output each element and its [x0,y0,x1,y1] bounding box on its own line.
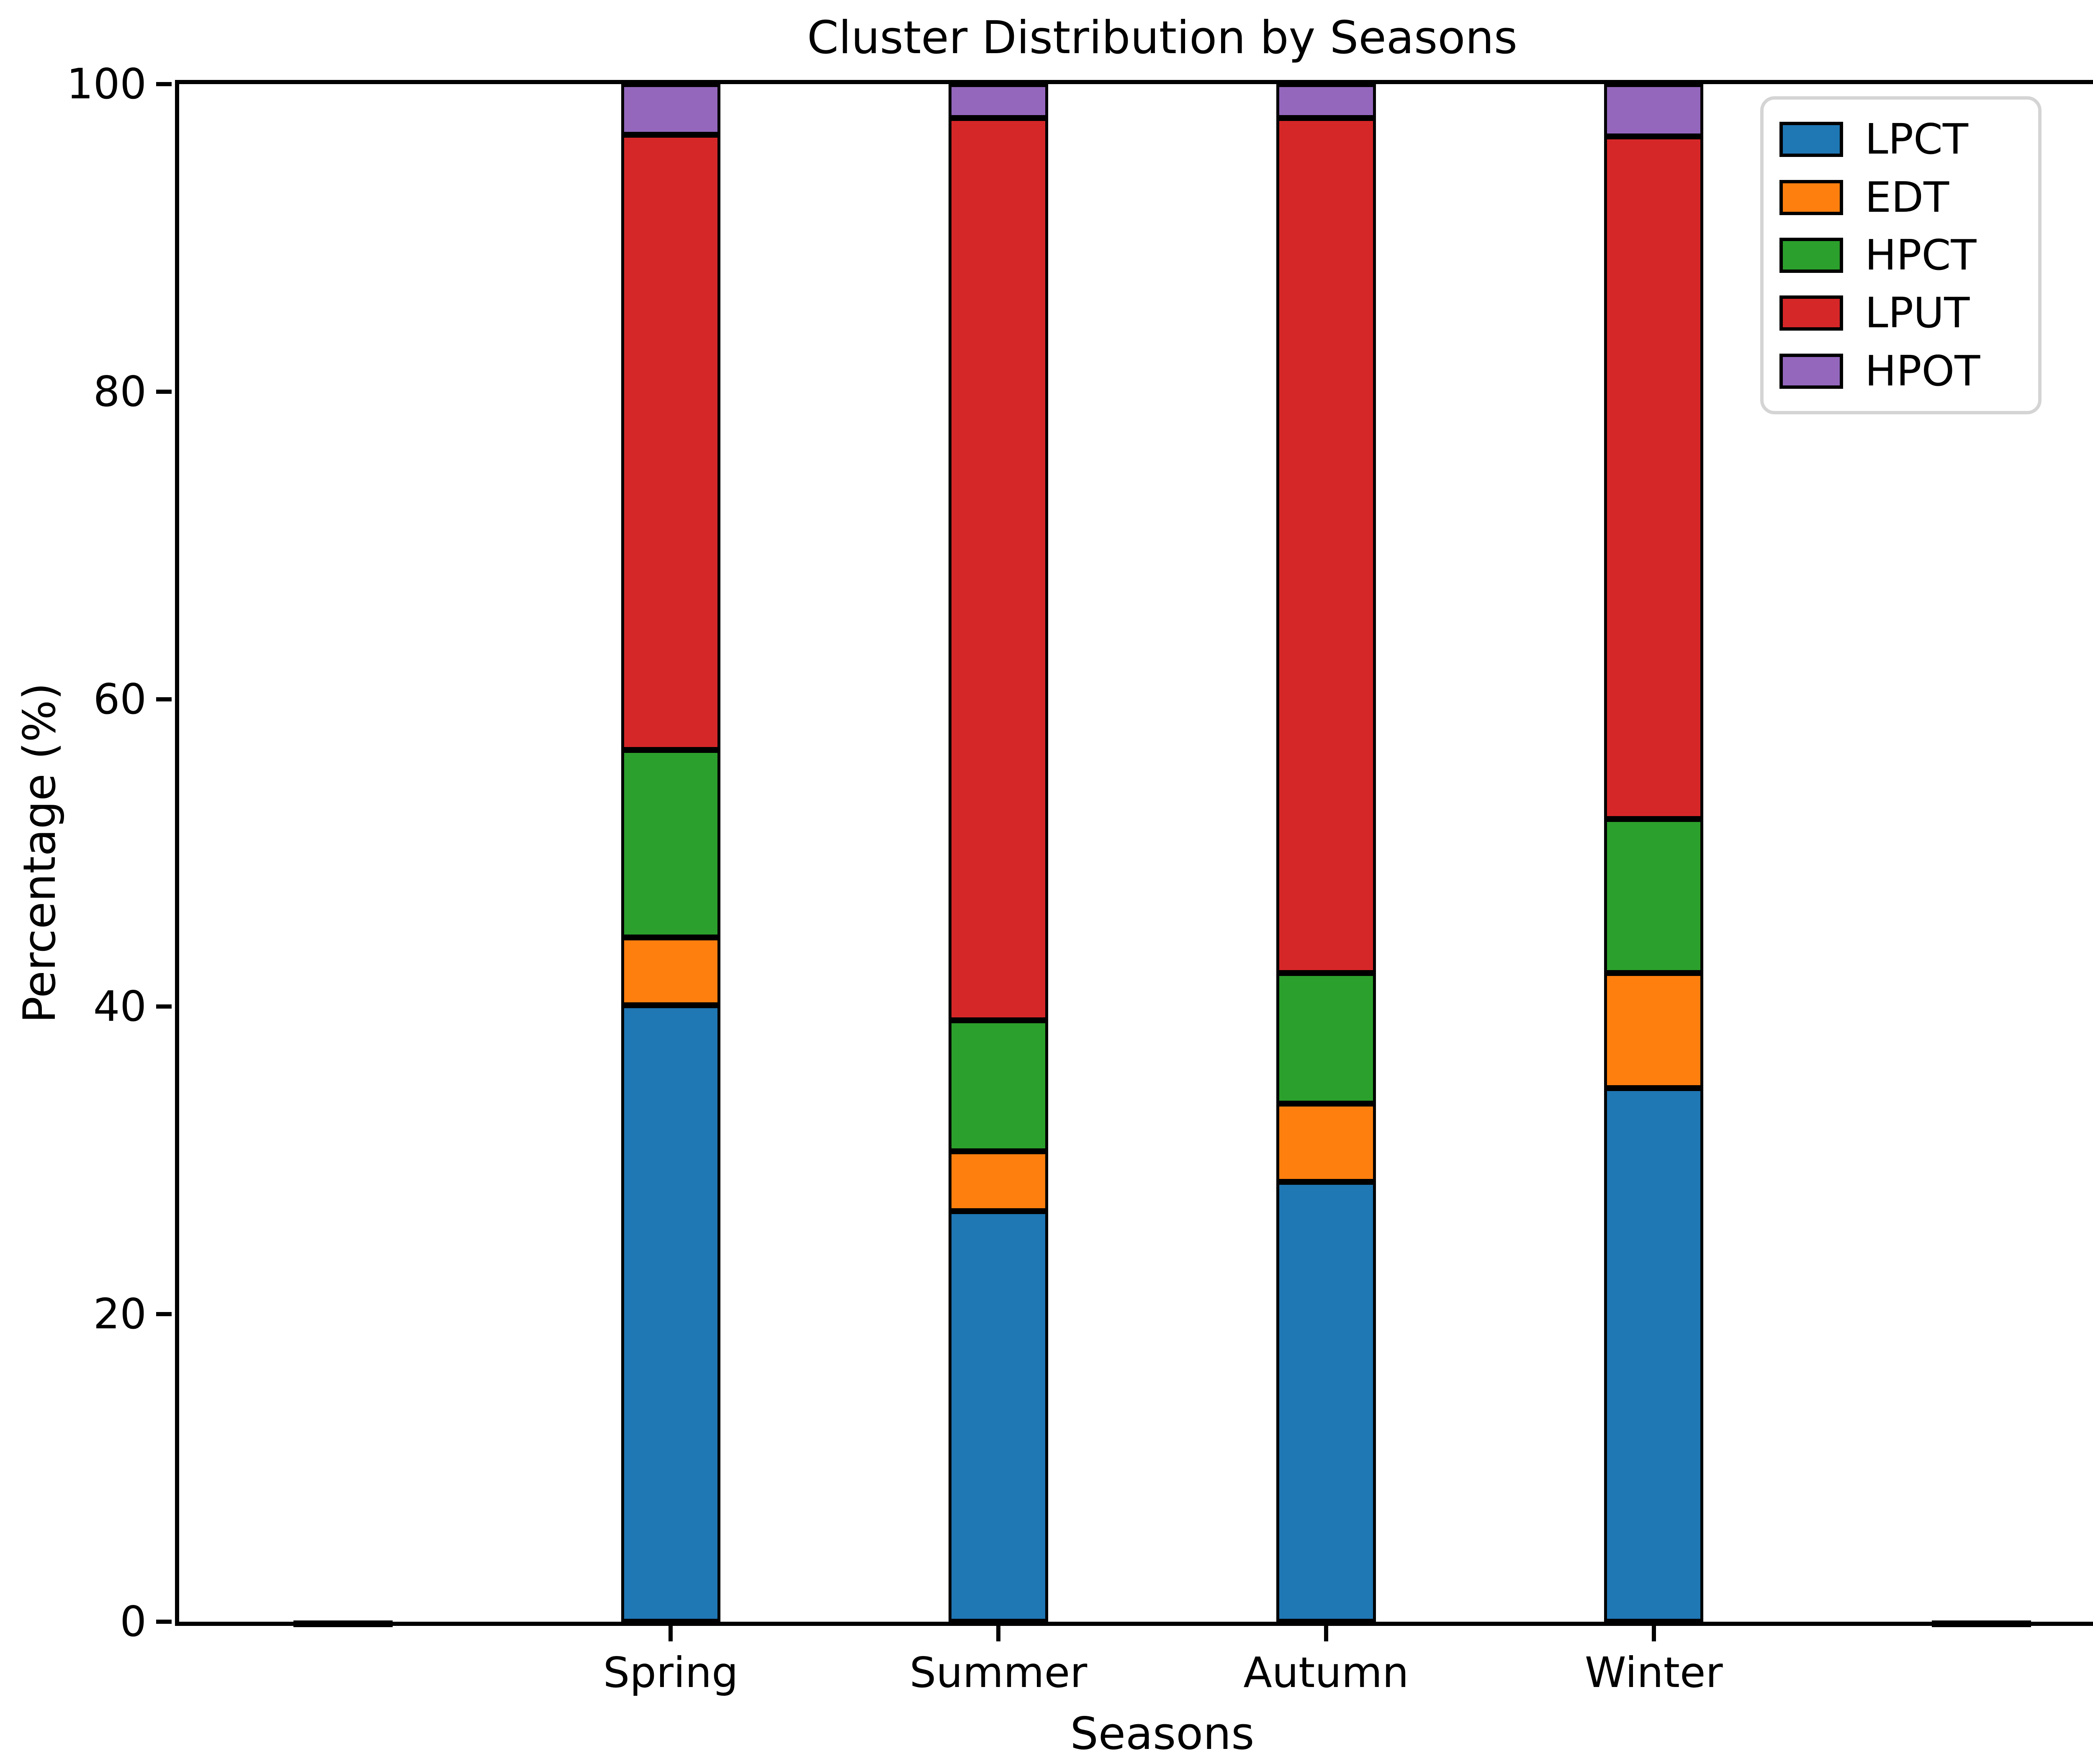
x-tick [996,1626,1001,1641]
y-tick [156,1004,172,1009]
bar-segment-edt [1604,973,1704,1089]
legend-entry-edt: EDT [1779,172,2038,222]
y-tick-label: 80 [93,367,147,416]
bar-segment-hpct [621,750,720,938]
y-tick-label: 40 [93,982,147,1031]
legend-swatch-lpct [1779,122,1843,157]
zero-bar [1931,1620,2031,1627]
x-tick-label-autumn: Autumn [1243,1648,1409,1697]
legend-entry-hpot: HPOT [1779,350,2038,392]
bar-segment-lput [1604,136,1704,819]
legend-entry-lpct: LPCT [1779,118,2038,160]
bar-segment-hpot [1604,84,1704,136]
zero-bar [293,1620,393,1627]
y-tick [156,82,172,86]
legend-swatch-edt [1779,180,1843,215]
legend-swatch-lput [1779,295,1843,331]
bar-segment-lpct [1604,1088,1704,1622]
x-tick-label-winter: Winter [1584,1648,1723,1697]
x-tick-label-spring: Spring [603,1648,738,1697]
legend-label: LPCT [1865,115,1968,164]
x-tick [1324,1626,1328,1641]
legend: LPCT EDT HPCT LPUT HPOT [1760,96,2042,414]
y-tick-label: 0 [120,1597,147,1646]
x-axis-label: Seasons [1070,1708,1255,1759]
bar-segment-lput [621,135,720,750]
bar-segment-lpct [621,1005,720,1622]
legend-label: HPCT [1865,230,1977,280]
bar-segment-lput [949,118,1048,1021]
bar-segment-hpot [949,84,1048,118]
chart-title: Cluster Distribution by Seasons [807,12,1518,64]
y-tick [156,697,172,701]
bar-segment-edt [1276,1103,1376,1182]
bar-segment-lpct [949,1211,1048,1622]
legend-entry-lput: LPUT [1779,292,2038,334]
y-tick [156,389,172,394]
bar-segment-lpct [1276,1182,1376,1622]
legend-swatch-hpot [1779,353,1843,389]
x-tick [1651,1626,1656,1641]
x-tick-label-summer: Summer [909,1648,1088,1697]
bar-segment-lput [1276,118,1376,973]
bar-segment-hpct [1604,819,1704,973]
y-axis-label: Percentage (%) [14,683,65,1023]
y-tick [156,1312,172,1317]
bar-segment-hpot [1276,84,1376,118]
legend-label: LPUT [1865,288,1970,338]
bar-segment-hpot [621,84,720,135]
legend-swatch-hpct [1779,237,1843,273]
bar-segment-hpct [949,1020,1048,1151]
y-tick-label: 60 [93,674,147,724]
bar-segment-edt [621,937,720,1005]
legend-label: HPOT [1865,346,1980,395]
legend-entry-hpct: HPCT [1779,234,2038,276]
x-tick [669,1626,673,1641]
y-tick [156,1620,172,1624]
legend-label: EDT [1865,172,1949,222]
y-tick-label: 20 [93,1289,147,1339]
bar-segment-edt [949,1151,1048,1212]
y-tick-label: 100 [67,59,147,108]
bar-segment-hpct [1276,973,1376,1104]
